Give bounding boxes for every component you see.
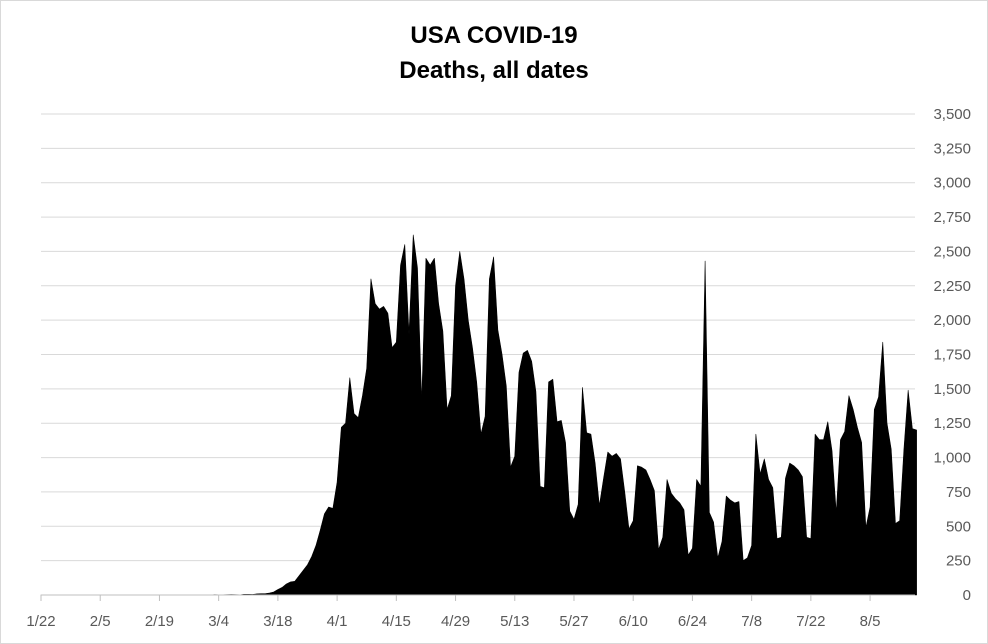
x-tick-label: 1/22 (26, 613, 55, 630)
y-tick-label: 2,250 (933, 278, 971, 295)
x-tick-label: 4/29 (441, 613, 470, 630)
y-tick-label: 3,000 (933, 175, 971, 192)
area-layer (40, 234, 917, 596)
x-tick-label: 5/13 (500, 613, 529, 630)
x-tick-label: 8/5 (860, 613, 881, 630)
deaths-area (40, 234, 917, 596)
x-tick-label: 7/8 (741, 613, 762, 630)
y-tick-label: 3,500 (933, 106, 971, 123)
x-tick-label: 3/18 (263, 613, 292, 630)
x-tick-label: 6/10 (619, 613, 648, 630)
y-tick-label: 1,500 (933, 381, 971, 398)
y-tick-label: 1,750 (933, 347, 971, 364)
y-tick-label: 250 (946, 553, 971, 570)
chart-subtitle-line: Deaths, all dates (399, 57, 589, 84)
y-tick-label: 2,500 (933, 243, 971, 260)
y-axis-ticks: 0 250 500 750 1,000 1,250 1,500 1,750 2,000 2,250… (933, 106, 971, 604)
y-tick-label: 0 (963, 587, 971, 604)
y-tick-label: 750 (946, 484, 971, 501)
x-tick-label: 4/1 (327, 613, 348, 630)
chart-title: USA COVID-19 Deaths, all dates (0, 18, 988, 88)
y-tick-label: 2,750 (933, 209, 971, 226)
x-tick-label: 2/19 (145, 613, 174, 630)
x-tick-label: 5/27 (559, 613, 588, 630)
y-tick-label: 2,000 (933, 312, 971, 329)
chart-title-line: USA COVID-19 (410, 22, 578, 49)
x-tick-label: 4/15 (382, 613, 411, 630)
x-axis-ticks: 1/22 2/5 2/19 3/4 3/18 4/1 4/15 4/29 5/13 5/27 6/1… (26, 595, 881, 630)
y-tick-label: 1,250 (933, 415, 971, 432)
y-tick-label: 500 (946, 518, 971, 535)
y-tick-label: 3,250 (933, 140, 971, 157)
y-tick-label: 1,000 (933, 450, 971, 467)
x-tick-label: 7/22 (796, 613, 825, 630)
x-tick-label: 6/24 (678, 613, 707, 630)
x-tick-label: 2/5 (90, 613, 111, 630)
x-tick-label: 3/4 (208, 613, 229, 630)
